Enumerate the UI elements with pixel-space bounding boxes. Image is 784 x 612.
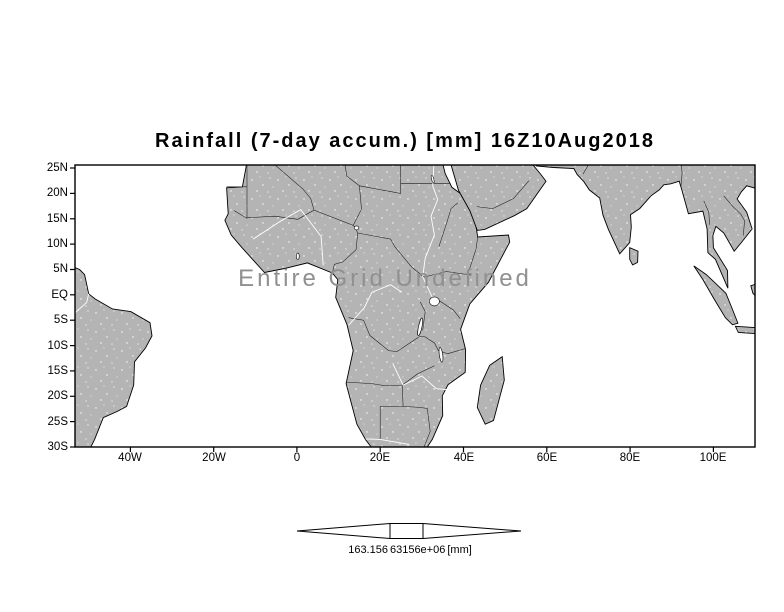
y-tick-label: 10S — [47, 340, 68, 352]
x-tick-label: 40W — [118, 452, 142, 464]
y-tick-label: 30S — [47, 441, 68, 453]
x-tick-label: 80E — [619, 452, 641, 464]
y-tick-label: 15N — [46, 213, 68, 225]
y-tick-label: 20S — [47, 390, 68, 402]
x-tick-label: 60E — [536, 452, 558, 464]
x-tick-label: 40E — [453, 452, 475, 464]
x-tick-label: 20W — [202, 452, 226, 464]
colorbar-unit: [mm] — [447, 544, 472, 556]
colorbar-label-left: 163.156 — [348, 544, 388, 556]
map-plot — [67, 157, 762, 457]
colorbar — [295, 520, 525, 544]
y-tick-label: 25N — [46, 162, 68, 174]
x-tick-label: 20E — [369, 452, 391, 464]
x-tick-label: 0 — [293, 452, 301, 464]
plot-title: Rainfall (7-day accum.) [mm] 16Z10Aug201… — [155, 130, 655, 152]
y-tick-label: 15S — [47, 365, 68, 377]
y-tick-label: 5S — [53, 314, 68, 326]
undefined-grid-message: Entire Grid Undefined — [238, 265, 532, 292]
y-tick-label: 5N — [53, 263, 68, 275]
y-tick-label: EQ — [51, 289, 68, 301]
y-tick-label: 10N — [46, 238, 68, 250]
colorbar-labels: 163.156 63156e+06 [mm] — [280, 544, 540, 556]
x-tick-label: 100E — [699, 452, 727, 464]
y-tick-label: 25S — [47, 416, 68, 428]
colorbar-label-right: 63156e+06 — [389, 544, 446, 556]
y-tick-label: 20N — [46, 187, 68, 199]
